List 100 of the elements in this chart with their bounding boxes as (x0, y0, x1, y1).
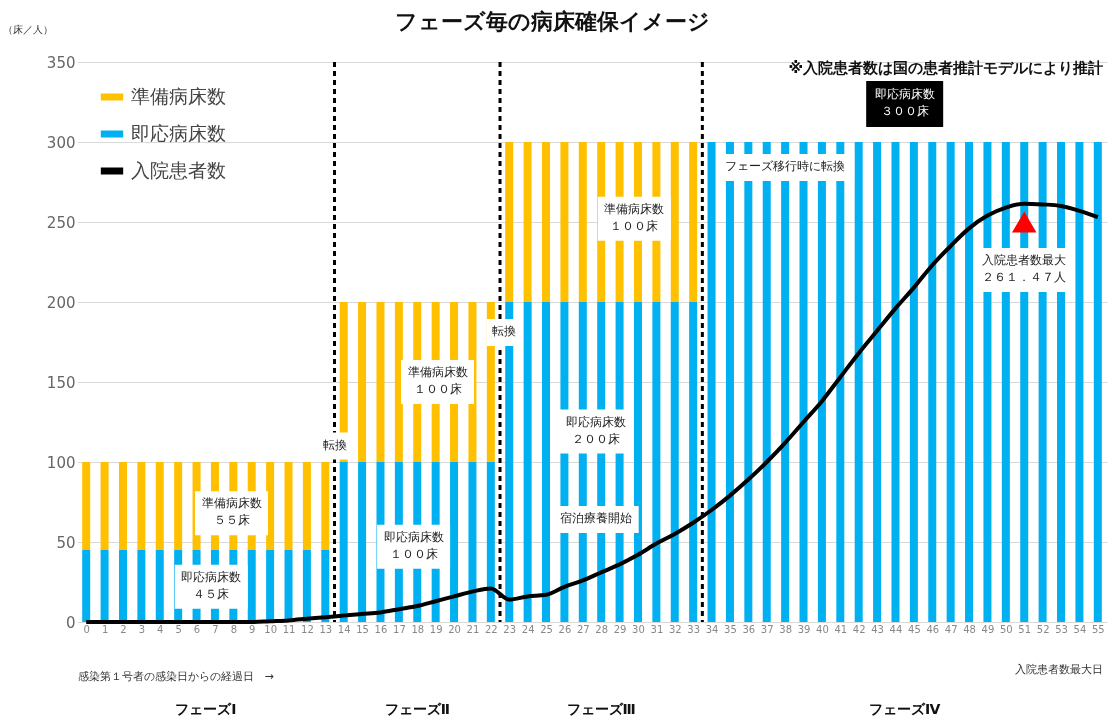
x-tick-label: 42 (852, 623, 866, 635)
bar (450, 462, 459, 622)
y-tick-label: 350 (46, 53, 76, 72)
text: フェーズⅢ (566, 701, 636, 717)
x-tick-label: 11 (282, 623, 296, 635)
x-tick-label: 48 (963, 623, 976, 635)
x-tick-label: 12 (301, 623, 314, 635)
bar (505, 142, 514, 302)
x-tick-label: 35 (724, 623, 737, 635)
y-tick-label: 300 (46, 133, 76, 152)
x-tick-label: 28 (595, 623, 609, 635)
bar (155, 462, 164, 550)
bar (118, 550, 127, 622)
bar (873, 142, 882, 622)
bar (358, 302, 367, 462)
bar (1075, 142, 1084, 622)
x-tick-label: 38 (779, 623, 792, 635)
bar (523, 142, 532, 302)
x-tick-label: 40 (816, 623, 829, 635)
x-tick-label: 27 (576, 623, 590, 635)
x-tick-label: 47 (944, 623, 958, 635)
legend-label: 入院患者数 (131, 159, 226, 181)
annotation: 即応病床数４５床 (181, 569, 242, 601)
x-tick-label: 36 (742, 623, 756, 635)
x-tick-label: 20 (448, 623, 461, 635)
legend-label: 準備病床数 (131, 85, 226, 107)
x-tick-label: 16 (374, 623, 388, 635)
bar (376, 302, 385, 462)
x-tick-label: 30 (632, 623, 645, 635)
x-tick-label: 15 (356, 623, 369, 635)
bar (247, 550, 256, 622)
bar (468, 462, 477, 622)
x-tick-label: 31 (650, 623, 664, 635)
x-tick-label: 22 (484, 623, 498, 635)
annotation: 入院患者数最大２６１．４７人 (982, 253, 1067, 284)
bar (321, 462, 330, 550)
bar (321, 550, 330, 622)
bar (689, 142, 698, 302)
bar (155, 550, 164, 622)
bar (100, 462, 109, 550)
bar (707, 142, 716, 622)
bar (542, 142, 551, 302)
x-tick-label: 9 (249, 623, 256, 635)
x-tick-label: 53 (1055, 623, 1068, 635)
x-tick-label: 25 (540, 623, 553, 635)
x-tick-label: 50 (999, 623, 1013, 635)
bar (174, 462, 183, 550)
bar (118, 462, 127, 550)
annotation: 即応病床数２００床 (565, 414, 626, 446)
x-tick-label: 43 (871, 623, 884, 635)
bar (670, 302, 679, 622)
bar (928, 142, 937, 622)
x-tick-label: 37 (760, 623, 774, 635)
text: フェーズⅡ (384, 701, 450, 717)
x-tick-label: 14 (337, 623, 351, 635)
x-tick-label: 45 (908, 623, 921, 635)
annotation: 準備病床数１００床 (407, 365, 468, 396)
x-tick-label: 55 (1091, 623, 1105, 635)
bar (633, 302, 642, 622)
annotation: ※入院患者数は国の患者推計モデルにより推計 (788, 59, 1103, 77)
x-tick-label: 32 (668, 623, 682, 635)
bar (137, 462, 146, 550)
x-tick-label: 34 (705, 623, 719, 635)
x-tick-label: 41 (834, 623, 848, 635)
bar (965, 142, 974, 622)
x-tick-label: 23 (503, 623, 517, 635)
x-tick-label: 54 (1073, 623, 1087, 635)
bar (909, 142, 918, 622)
x-tick-label: 4 (157, 623, 164, 635)
legend-label: 即応病床数 (131, 122, 226, 144)
bar (1093, 142, 1102, 622)
chart-title: フェーズ毎の病床確保イメージ (394, 8, 710, 34)
text: 入院患者数最大日 (1015, 663, 1103, 676)
x-tick-label: 21 (466, 623, 480, 635)
x-tick-label: 19 (429, 623, 443, 635)
x-tick-label: 24 (521, 623, 535, 635)
annotation: 即応病床数３００床 (874, 87, 935, 118)
bar (394, 302, 403, 462)
x-tick-label: 3 (138, 623, 146, 635)
bar (578, 142, 587, 302)
x-tick-label: 26 (558, 623, 572, 635)
bar (670, 142, 679, 302)
x-tick-label: 51 (1018, 623, 1032, 635)
y-tick-label: 100 (46, 453, 76, 472)
x-axis-title: 感染第１号者の感染日からの経過日 → (77, 669, 274, 683)
bar (652, 302, 661, 622)
bar (302, 462, 311, 550)
x-tick-label: 6 (193, 623, 201, 635)
x-tick-label: 5 (175, 623, 182, 635)
x-tick-label: 8 (230, 623, 238, 635)
x-tick-label: 10 (264, 623, 277, 635)
bar (854, 142, 863, 622)
text: フェーズⅣ (868, 701, 941, 717)
x-tick-label: 2 (120, 623, 127, 635)
x-tick-label: 44 (889, 623, 903, 635)
bar (560, 142, 569, 302)
x-tick-label: 18 (411, 623, 425, 635)
x-tick-label: 13 (319, 623, 333, 635)
x-tick-label: 33 (687, 623, 701, 635)
bar (689, 302, 698, 622)
